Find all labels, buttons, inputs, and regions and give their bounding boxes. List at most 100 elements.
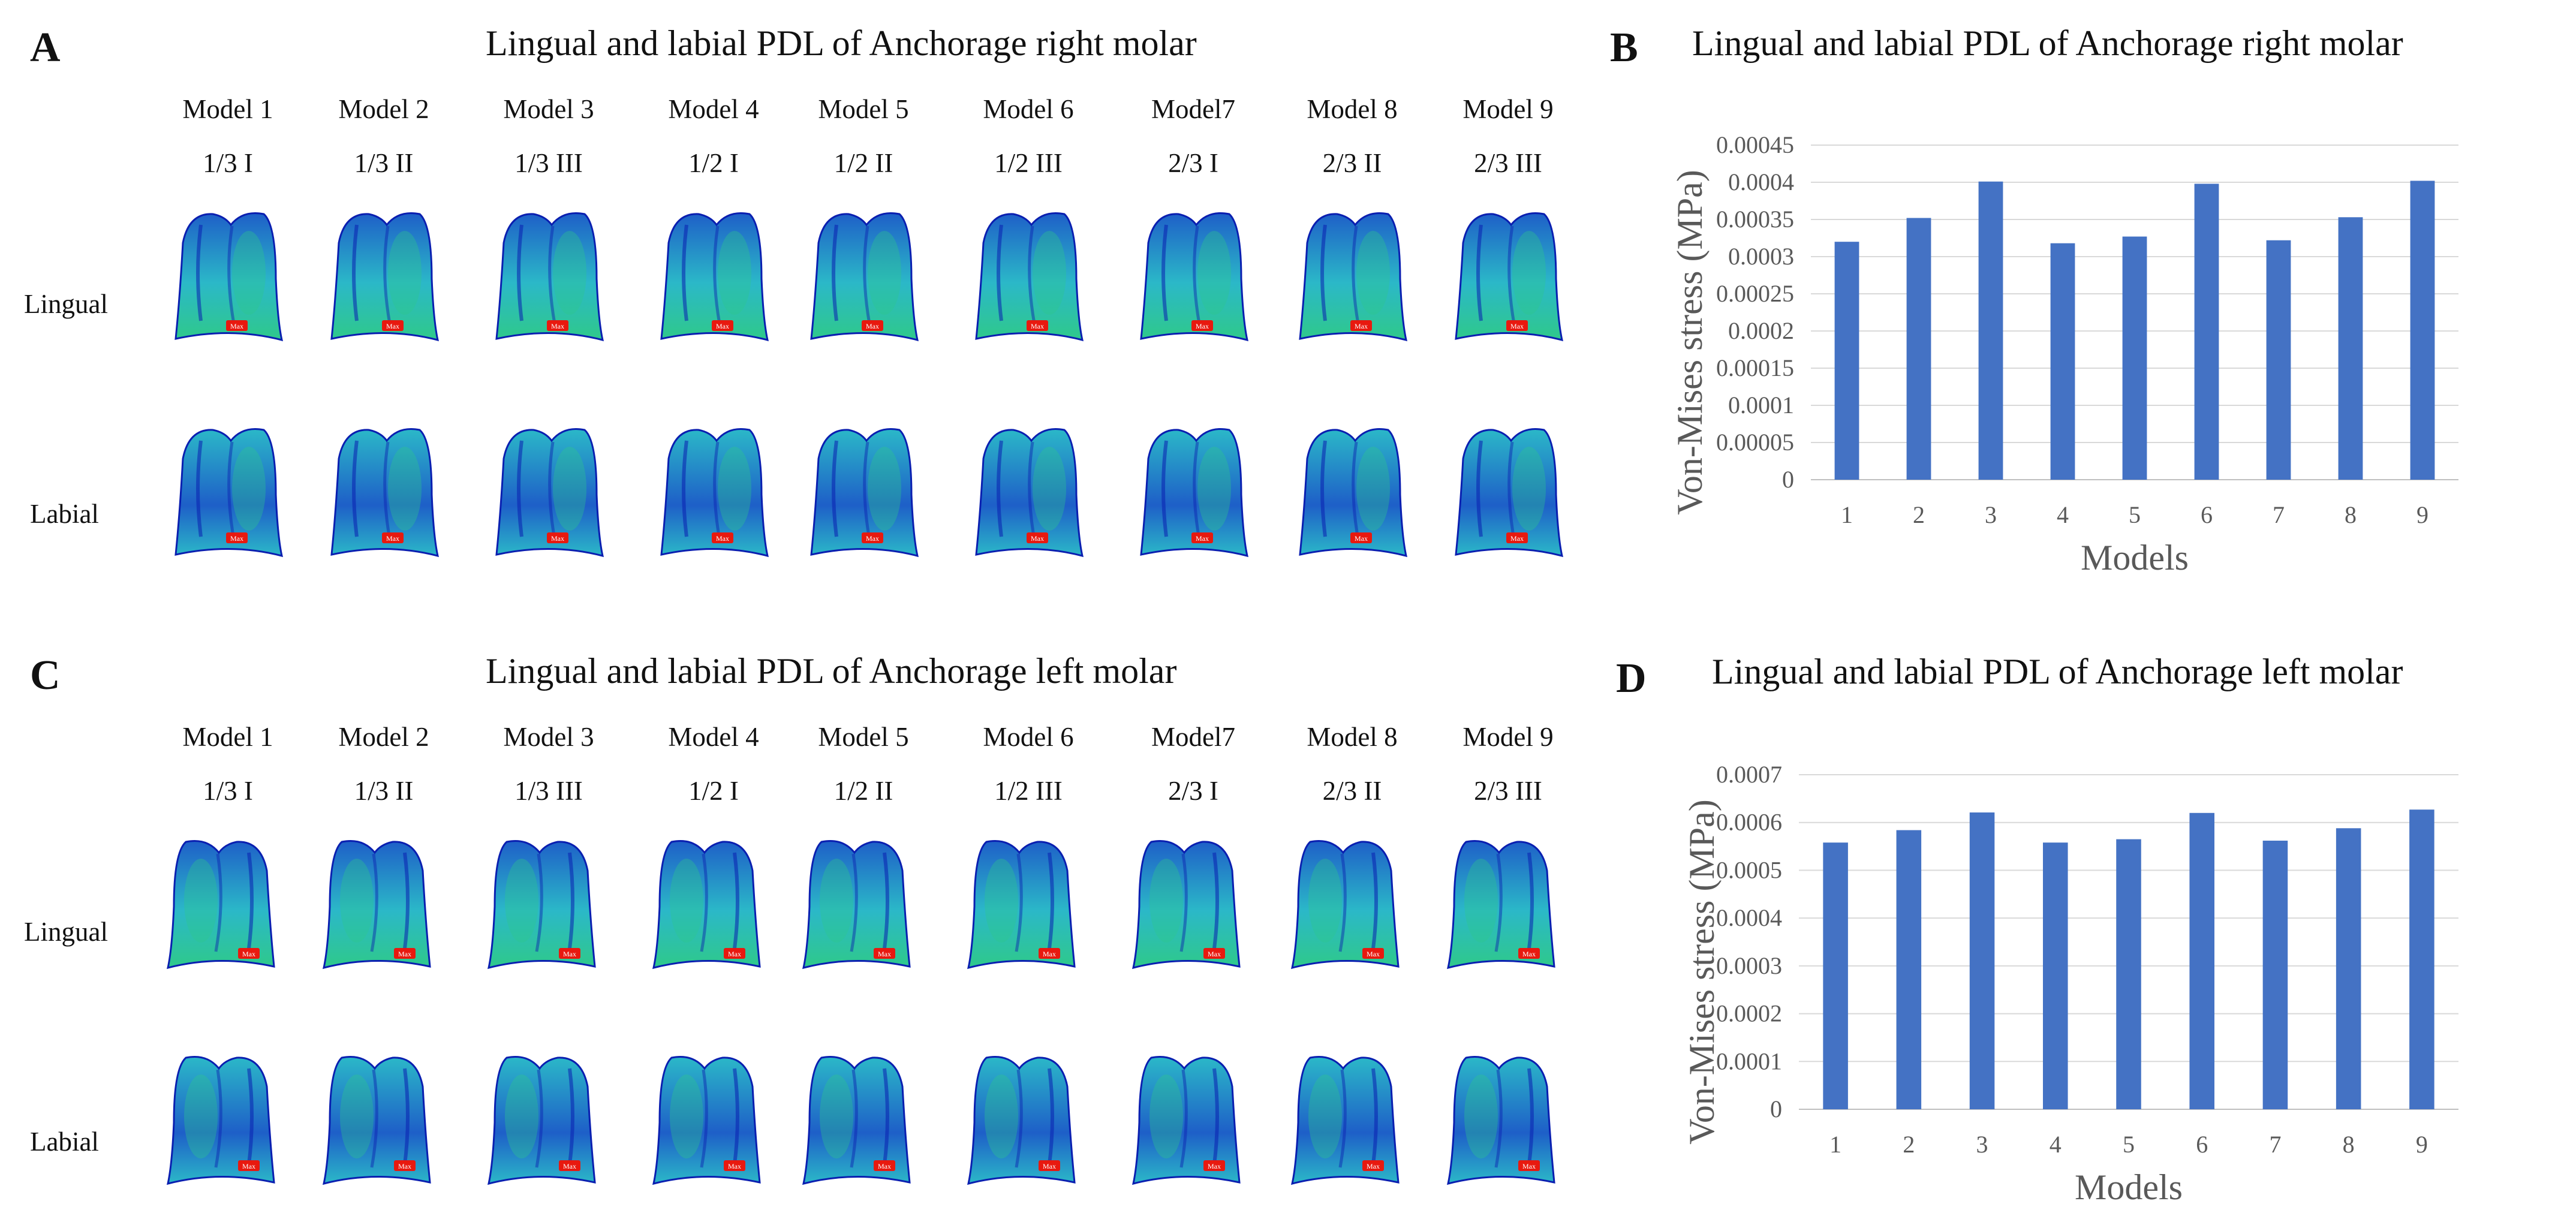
bar xyxy=(2266,240,2291,480)
max-stress-marker: Max xyxy=(1191,320,1213,331)
stress-map-image: Max xyxy=(651,835,771,979)
column-header-model: Model 2 xyxy=(338,722,429,752)
x-axis-label: Models xyxy=(2081,538,2189,577)
stress-map-image: Max xyxy=(965,423,1085,567)
max-stress-marker: Max xyxy=(226,320,248,331)
y-axis-label: Von-Mises stress (MPa) xyxy=(1682,799,1722,1145)
stress-map-image: Max xyxy=(651,1051,771,1194)
svg-text:Max: Max xyxy=(866,322,879,330)
column-header-model: Model 6 xyxy=(983,722,1074,752)
x-tick-label: 4 xyxy=(2057,501,2069,528)
x-tick-label: 1 xyxy=(1829,1131,1841,1158)
x-tick-label: 6 xyxy=(2201,501,2213,528)
stress-map-image: Max xyxy=(1445,835,1565,979)
svg-text:Max: Max xyxy=(1043,950,1056,958)
column-header-config: 1/3 II xyxy=(354,148,414,178)
row-label-lingual: Lingual xyxy=(24,289,108,319)
column-header-config: 1/3 II xyxy=(354,776,414,806)
bar xyxy=(2122,236,2147,480)
panel-a-title: Lingual and labial PDL of Anchorage righ… xyxy=(486,23,1197,63)
svg-text:Max: Max xyxy=(230,322,243,330)
column-header-config: 1/3 III xyxy=(514,148,583,178)
stress-map-image: Max xyxy=(321,835,441,979)
max-stress-marker: Max xyxy=(547,532,568,543)
column-header-model: Model 3 xyxy=(503,94,594,124)
x-tick-label: 4 xyxy=(2050,1131,2062,1158)
svg-text:Max: Max xyxy=(716,322,729,330)
column-header-model: Model 2 xyxy=(338,94,429,124)
y-tick-label: 0.00015 xyxy=(1716,354,1794,381)
svg-text:Max: Max xyxy=(728,950,741,958)
max-stress-marker: Max xyxy=(394,1160,416,1171)
max-stress-marker: Max xyxy=(862,532,883,543)
panel-c-title: Lingual and labial PDL of Anchorage left… xyxy=(486,651,1177,691)
column-header-model: Model 1 xyxy=(182,94,273,124)
bar xyxy=(1823,842,1848,1109)
stress-map-image: Max xyxy=(801,423,920,567)
svg-text:Max: Max xyxy=(716,534,729,543)
stress-map-image: Max xyxy=(165,207,285,351)
max-stress-marker: Max xyxy=(226,532,248,543)
max-stress-marker: Max xyxy=(1362,1160,1384,1171)
column-header-model: Model 4 xyxy=(668,94,759,124)
y-tick-label: 0.00045 xyxy=(1716,131,1794,158)
bar xyxy=(1896,830,1922,1109)
x-tick-label: 6 xyxy=(2196,1131,2208,1158)
stress-map-image: Max xyxy=(1130,207,1250,351)
stress-map-image: Max xyxy=(1130,835,1250,979)
row-label-labial: Labial xyxy=(30,499,99,529)
max-stress-marker: Max xyxy=(1518,1160,1540,1171)
bar xyxy=(2409,809,2434,1109)
stress-map-image: Max xyxy=(165,835,285,979)
max-stress-marker: Max xyxy=(1191,532,1213,543)
x-tick-label: 7 xyxy=(2273,501,2285,528)
column-header-config: 1/2 II xyxy=(833,776,893,806)
bar xyxy=(2189,812,2214,1109)
max-stress-marker: Max xyxy=(559,1160,580,1171)
svg-text:Max: Max xyxy=(1043,1162,1056,1170)
column-header-config: 1/2 I xyxy=(688,776,739,806)
y-tick-label: 0 xyxy=(1782,466,1794,493)
bar xyxy=(2194,183,2219,480)
stress-map-image: Max xyxy=(486,207,606,351)
max-stress-marker: Max xyxy=(874,948,895,959)
stress-map-image: Max xyxy=(1445,207,1565,351)
column-header-config: 1/3 I xyxy=(203,776,253,806)
bar xyxy=(2262,841,2288,1109)
stress-map-image: Max xyxy=(1130,423,1250,567)
bar xyxy=(1906,218,1931,480)
stress-map-image: Max xyxy=(651,423,771,567)
stress-map-image: Max xyxy=(321,1051,441,1194)
column-header-model: Model 1 xyxy=(182,722,273,752)
max-stress-marker: Max xyxy=(1350,320,1372,331)
svg-text:Max: Max xyxy=(1031,534,1044,543)
column-header-config: 1/3 III xyxy=(514,776,583,806)
max-stress-marker: Max xyxy=(874,1160,895,1171)
y-tick-label: 0.00025 xyxy=(1716,280,1794,307)
chart-b-title: Lingual and labial PDL of Anchorage righ… xyxy=(1692,23,2403,63)
max-stress-marker: Max xyxy=(862,320,883,331)
svg-text:Max: Max xyxy=(1367,1162,1380,1170)
svg-text:Max: Max xyxy=(878,950,891,958)
panel-letter-a: A xyxy=(30,25,61,71)
column-header-model: Model 9 xyxy=(1462,94,1554,124)
x-tick-label: 3 xyxy=(1985,501,1997,528)
svg-text:Max: Max xyxy=(1367,950,1380,958)
y-tick-label: 0.0002 xyxy=(1728,317,1794,344)
svg-text:Max: Max xyxy=(551,322,564,330)
column-header-model: Model 5 xyxy=(818,722,909,752)
column-header-model: Model 6 xyxy=(983,94,1074,124)
y-tick-label: 0.0006 xyxy=(1716,809,1782,836)
column-header-config: 2/3 II xyxy=(1322,776,1382,806)
column-header-model: Model 9 xyxy=(1462,722,1554,752)
max-stress-marker: Max xyxy=(1203,1160,1225,1171)
svg-text:Max: Max xyxy=(1510,534,1524,543)
column-header-config: 1/2 I xyxy=(688,148,739,178)
max-stress-marker: Max xyxy=(1039,948,1060,959)
max-stress-marker: Max xyxy=(712,532,733,543)
stress-map-image: Max xyxy=(801,207,920,351)
row-label-lingual: Lingual xyxy=(24,917,108,947)
stress-map-image: Max xyxy=(801,835,920,979)
max-stress-marker: Max xyxy=(547,320,568,331)
bar xyxy=(2043,842,2068,1109)
